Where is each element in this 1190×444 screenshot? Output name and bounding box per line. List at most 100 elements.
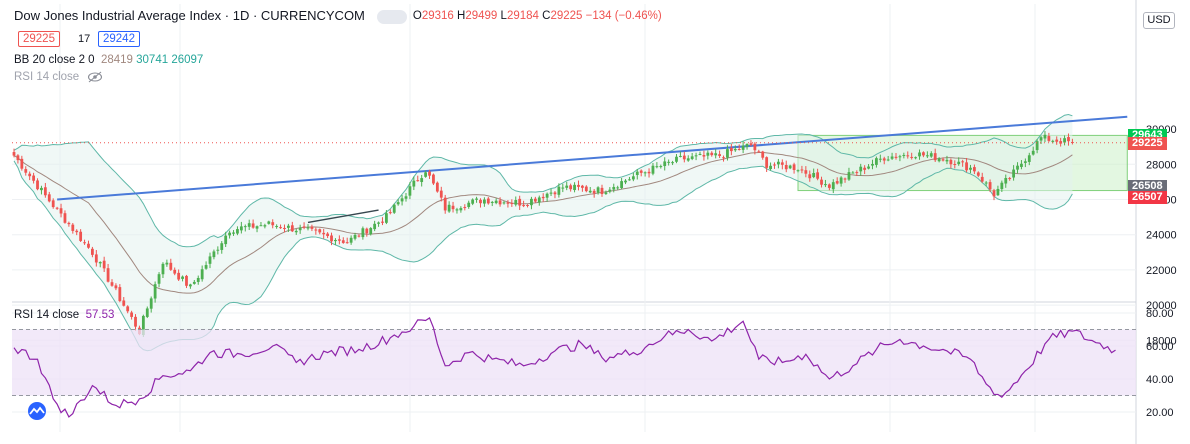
- low-key: L: [500, 9, 507, 22]
- bb-legend[interactable]: BB 20 close 2 0 28419 30741 26097: [14, 54, 203, 66]
- candle-body: [961, 161, 965, 163]
- candle-body: [612, 186, 616, 190]
- candle-body: [94, 254, 98, 263]
- candle-body: [522, 205, 525, 207]
- candle-body: [698, 153, 702, 155]
- spread-value: 17: [78, 33, 91, 45]
- candle-body: [141, 315, 145, 336]
- candle-body: [631, 176, 635, 180]
- low-value: 29184: [506, 9, 539, 22]
- candle-body: [957, 161, 961, 165]
- candle-body: [875, 158, 878, 165]
- candle-body: [1043, 134, 1047, 139]
- candle-body: [608, 189, 612, 192]
- candle-body: [420, 178, 424, 183]
- rsi-band-fill: [12, 329, 1136, 396]
- candle-body: [1023, 161, 1027, 163]
- candle-body: [675, 156, 678, 162]
- candle-body: [514, 200, 518, 205]
- rsi-label: RSI 14 close: [14, 309, 80, 321]
- candle-body: [392, 204, 396, 213]
- candle-body: [702, 155, 706, 157]
- buy-price-button[interactable]: 29242: [98, 31, 140, 47]
- candle-body: [820, 179, 823, 185]
- candle-body: [722, 157, 725, 159]
- price-axis[interactable]: 1800020000220002400026000280003000020.00…: [1146, 124, 1177, 419]
- rsi-tick-label: 80.00: [1146, 308, 1174, 320]
- candle-body: [976, 172, 980, 176]
- candle-body: [902, 154, 906, 156]
- bb-label: BB 20 close 2 0: [14, 54, 95, 66]
- candle-body: [741, 145, 745, 150]
- candle-body: [412, 180, 416, 187]
- candle-body: [345, 242, 349, 244]
- candle-body: [330, 235, 333, 242]
- candle-body: [761, 151, 765, 158]
- candle-body: [816, 172, 819, 179]
- candle-body: [341, 240, 345, 243]
- candle-body: [385, 213, 388, 223]
- chart-title: Dow Jones Industrial Average Index · 1D …: [14, 8, 365, 23]
- open-key: O: [412, 9, 422, 22]
- candle-body: [63, 213, 67, 223]
- sell-price-button[interactable]: 29225: [18, 31, 60, 47]
- candle-body: [812, 172, 816, 178]
- candle-body: [635, 171, 639, 176]
- candle-body: [690, 156, 694, 159]
- candle-body: [122, 300, 126, 306]
- candle-body: [110, 282, 114, 286]
- candle-body: [314, 229, 318, 231]
- candle-body: [239, 226, 243, 231]
- candle-body: [357, 235, 361, 237]
- candle-body: [898, 156, 902, 158]
- candle-body: [847, 172, 851, 180]
- candle-body: [1000, 182, 1004, 190]
- candle-body: [886, 159, 890, 161]
- rsi-legend[interactable]: RSI 14 close 57.53: [14, 309, 114, 321]
- tradingview-logo-icon[interactable]: [24, 402, 50, 420]
- candle-body: [682, 155, 686, 160]
- candle-body: [98, 262, 102, 264]
- bb-upper-line: [13, 113, 1073, 248]
- candle-body: [204, 265, 208, 269]
- price-tick-label: 24000: [1146, 230, 1177, 242]
- candle-body: [236, 229, 239, 234]
- candle-body: [671, 162, 674, 164]
- candle-body: [726, 149, 729, 158]
- high-key: H: [457, 9, 466, 22]
- candle-body: [530, 198, 533, 206]
- candle-body: [777, 161, 780, 165]
- hidden-eye-icon[interactable]: [87, 71, 103, 83]
- candle-body: [537, 197, 541, 203]
- candle-body: [435, 182, 439, 192]
- candle-body: [416, 180, 420, 182]
- candle-body: [255, 226, 259, 229]
- candle-body: [404, 196, 408, 199]
- candle-body: [510, 203, 514, 205]
- candle-body: [718, 154, 721, 156]
- candle-body: [694, 155, 698, 157]
- trendlines[interactable]: [57, 115, 1128, 224]
- candle-body: [298, 227, 302, 231]
- candle-body: [318, 229, 322, 233]
- candle-body: [467, 202, 471, 207]
- candle-body: [165, 262, 169, 265]
- candle-body: [228, 232, 231, 236]
- candle-body: [706, 152, 710, 156]
- candle-body: [949, 159, 953, 165]
- candle-body: [824, 184, 827, 186]
- candle-body: [1027, 155, 1031, 162]
- currency-button[interactable]: USD: [1143, 12, 1175, 29]
- candle-body: [279, 227, 282, 229]
- candle-body: [882, 158, 886, 161]
- rsi-overlay-legend[interactable]: RSI 14 close: [14, 71, 103, 83]
- candle-body: [953, 163, 957, 165]
- candle-body: [263, 225, 267, 227]
- candle-body: [181, 276, 184, 279]
- close-key: C: [542, 9, 551, 22]
- candle-body: [247, 223, 251, 227]
- candle-body: [871, 163, 874, 166]
- visibility-toggle[interactable]: [376, 9, 407, 24]
- candle-body: [59, 208, 63, 214]
